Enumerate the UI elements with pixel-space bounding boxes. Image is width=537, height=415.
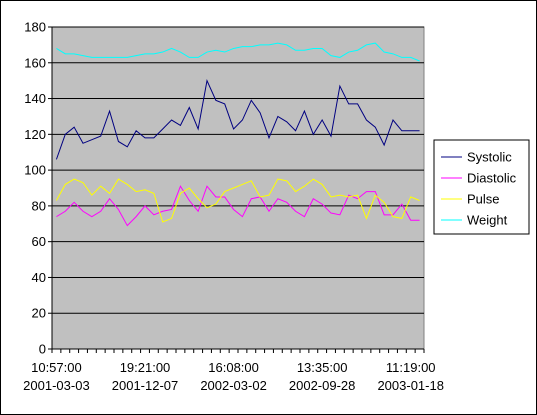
gridlines	[52, 26, 424, 314]
series-lines	[55, 42, 420, 227]
legend-label-diastolic: Diastolic	[467, 171, 517, 186]
x-tick-label-time: 11:19:00	[386, 360, 436, 375]
legend-label-systolic: Systolic	[467, 150, 512, 165]
x-tick-label-time: 10:57:00	[31, 360, 82, 375]
y-tick-label: 100	[24, 163, 46, 178]
series-line-systolic	[55, 79, 420, 160]
legend: Systolic Diastolic Pulse Weight	[433, 139, 530, 235]
y-tick-label: 80	[32, 198, 46, 213]
y-tick-label: 180	[24, 20, 46, 35]
series-line-weight	[56, 42, 420, 62]
x-tick-label-date: 2002-03-02	[200, 378, 267, 393]
x-axis-ticks: 10:57:00 2001-03-03 19:21:00 2001-12-07 16:0…	[23, 349, 444, 393]
legend-box	[433, 139, 530, 235]
legend-label-weight: Weight	[467, 213, 508, 228]
y-axis-ticks: 0 20 40 60 80 100 120 140 160 180	[24, 20, 52, 357]
x-tick-label-date: 2002-09-28	[289, 378, 356, 393]
x-tick-label-time: 13:35:00	[297, 360, 348, 375]
y-tick-label: 60	[32, 234, 46, 249]
series-line-diastolic	[56, 185, 420, 227]
x-tick-label-time: 16:08:00	[208, 360, 259, 375]
y-tick-label: 0	[39, 342, 46, 357]
legend-label-pulse: Pulse	[467, 192, 500, 207]
x-tick-label-date: 2001-03-03	[23, 378, 90, 393]
y-tick-label: 120	[24, 127, 46, 142]
x-tick-label-date: 2001-12-07	[112, 378, 179, 393]
y-tick-label: 20	[32, 306, 46, 321]
plot-area	[51, 26, 425, 350]
series-line-pulse	[55, 178, 420, 223]
x-tick-label-time: 19:21:00	[120, 360, 171, 375]
y-tick-label: 160	[24, 55, 46, 70]
y-tick-label: 140	[24, 91, 46, 106]
x-tick-label-date: 2003-01-18	[377, 378, 444, 393]
y-tick-label: 40	[32, 270, 46, 285]
